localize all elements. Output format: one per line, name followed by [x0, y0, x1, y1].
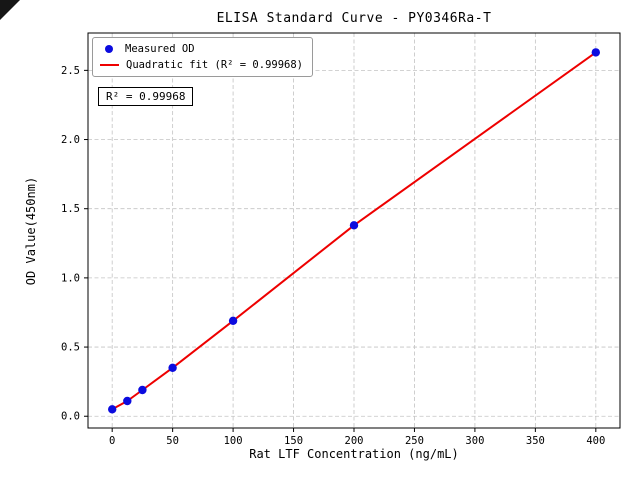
red-line-marker-icon	[100, 64, 119, 66]
svg-text:0.5: 0.5	[61, 342, 80, 354]
svg-text:150: 150	[284, 435, 303, 447]
data-point	[228, 316, 238, 325]
blue-dot-marker-icon	[105, 45, 113, 53]
legend-label-quadratic-fit: Quadratic fit (R² = 0.99968)	[126, 59, 304, 71]
svg-text:2.0: 2.0	[61, 134, 80, 146]
x-axis-ticks: 0 50 100 150 200 250 300 350 400	[109, 428, 605, 447]
svg-text:1.5: 1.5	[61, 203, 80, 215]
data-point	[591, 48, 600, 57]
data-point	[168, 363, 177, 372]
corner-fold-mark	[0, 0, 20, 20]
data-point	[108, 405, 117, 414]
legend-label-measured-od: Measured OD	[125, 43, 195, 55]
r-squared-annotation: R² = 0.99968	[98, 87, 194, 106]
legend-item-measured-od: Measured OD	[100, 43, 303, 55]
svg-text:0.0: 0.0	[61, 411, 80, 423]
measured-od-points	[108, 48, 600, 414]
y-axis-label-wrap: OD Value(450nm)	[20, 33, 42, 428]
legend: Measured OD Quadratic fit (R² = 0.99968)	[92, 37, 314, 77]
svg-text:300: 300	[465, 435, 484, 447]
chart-title: ELISA Standard Curve - PY0346Ra-T	[216, 11, 492, 26]
data-point	[138, 385, 147, 395]
legend-item-quadratic-fit: Quadratic fit (R² = 0.99968)	[100, 59, 303, 71]
y-axis-label: OD Value(450nm)	[24, 176, 38, 285]
svg-text:200: 200	[345, 435, 364, 447]
y-axis-ticks: 0.0 0.5 1.0 1.5 2.0 2.5	[61, 65, 88, 423]
svg-text:250: 250	[405, 435, 424, 447]
svg-text:0: 0	[109, 435, 115, 447]
data-point	[123, 396, 132, 406]
svg-text:2.5: 2.5	[61, 65, 80, 77]
x-axis-label: Rat LTF Concentration (ng/mL)	[249, 447, 459, 461]
data-point	[349, 221, 359, 230]
svg-text:1.0: 1.0	[61, 272, 80, 284]
svg-text:350: 350	[526, 435, 545, 447]
svg-text:50: 50	[166, 435, 179, 447]
svg-text:100: 100	[224, 435, 243, 447]
gridlines	[88, 33, 620, 428]
svg-text:400: 400	[586, 435, 605, 447]
